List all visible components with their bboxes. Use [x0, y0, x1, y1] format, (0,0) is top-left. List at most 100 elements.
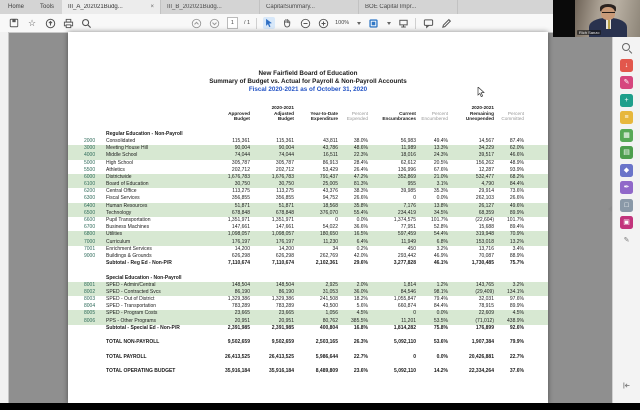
toolbar: ☆ 1 / 1 100%: [0, 14, 640, 33]
table-row: 5500 Athletics 202,712 202,712 53,429 26.4% 13…: [84, 166, 524, 173]
table-row: 6800 Utilities 1,098,057 1,098,057 180,650 16…: [68, 231, 548, 239]
zoom-out-icon[interactable]: [299, 17, 311, 29]
table-row: 8006 PPS - Other Programs 20,951 20,951 80,7…: [68, 317, 548, 325]
table-row: 8003 SPED - Out of District 1,329,386 1,329…: [84, 296, 524, 303]
column-header: Year-to-Date Expenditure: [310, 110, 338, 122]
more-tools-icon[interactable]: ✎: [623, 236, 630, 244]
column-header: Approved Budget: [228, 110, 250, 122]
table-row: 6000 Districtwide 1,676,783 1,676,783 791,43…: [68, 173, 548, 182]
tab-label: BOE Capital Impr...: [365, 4, 417, 10]
screen-letterbox: [0, 403, 640, 410]
document-tab-0[interactable]: III_A_202021Budg... ×: [62, 0, 162, 14]
share-icon[interactable]: [44, 17, 56, 29]
column-header: Percent Committed: [501, 110, 524, 122]
section-header-row: Special Education - Non-Payroll: [106, 274, 182, 281]
document-title: New Fairfield Board of Education Summary…: [68, 70, 548, 94]
left-panel-rail[interactable]: [0, 32, 9, 403]
find-icon[interactable]: [80, 17, 92, 29]
send-review-icon[interactable]: ▣: [620, 216, 633, 229]
save-icon[interactable]: [8, 17, 20, 29]
menu-home[interactable]: Home: [8, 4, 25, 10]
mouse-cursor: [477, 84, 485, 102]
export-pdf-icon[interactable]: ↓: [620, 58, 633, 72]
total-row: TOTAL PAYROLL 26,413,525 26,413,525 5,986,6…: [106, 353, 524, 360]
column-header: 2020-2021 Adjusted Budget: [271, 105, 294, 122]
comment-bubble-icon[interactable]: [422, 17, 434, 29]
previous-page-icon[interactable]: [191, 17, 203, 29]
collapse-panel-icon[interactable]: [608, 206, 612, 212]
table-row: 7001 Enrichment Services 14,200 14,200 34 0.2…: [84, 245, 524, 252]
table-row: 8002 SPED - Contracted Svcs 86,190 86,190 31…: [68, 288, 548, 297]
table-row: 2000 Consolidated 115,361 115,361 43,811 38.0…: [84, 137, 524, 144]
table-row: 4000 Middle School 74,044 74,044 16,511 22.3%…: [68, 152, 548, 160]
glasses: [601, 11, 615, 16]
tools-sidebar: ↓ ✎ + ≡ ▦ ▤ ◆ ✒ □ ▣ ✎: [612, 32, 640, 403]
search-icon[interactable]: [620, 41, 633, 54]
fill-sign-icon[interactable]: ✒: [620, 181, 633, 194]
page-number-input[interactable]: 1: [226, 17, 238, 29]
webcam-overlay[interactable]: Rich Sanzo: [553, 0, 640, 37]
title-line-3: Fiscal 2020-2021 as of October 31, 2020: [248, 86, 368, 93]
hand-tool-icon[interactable]: [281, 17, 293, 29]
zoom-in-icon[interactable]: [317, 17, 329, 29]
column-header: 2020-2021 Remaining Unexpended: [465, 105, 494, 122]
organize-pages-icon[interactable]: ▤: [620, 146, 633, 159]
title-line-1: New Fairfield Board of Education: [258, 70, 358, 77]
comment-icon[interactable]: ≡: [620, 111, 633, 124]
tab-close-icon[interactable]: ×: [150, 4, 155, 10]
prepare-form-icon[interactable]: □: [620, 198, 633, 212]
table-row: 7000 Curriculum 176,197 176,197 11,230 6.4% 11…: [68, 238, 548, 246]
title-line-2: Summary of Budget vs. Actual for Payroll…: [209, 78, 407, 85]
tab-label: III_A_202021Budg...: [68, 4, 123, 10]
select-tool-icon[interactable]: [263, 17, 276, 29]
table-row: 8001 SPED - Admin/Central 148,504 148,504 2,…: [68, 281, 548, 289]
document-tabs: III_A_202021Budg... × III_B_202021Budg... C…: [62, 0, 459, 14]
star-icon[interactable]: ☆: [27, 18, 37, 28]
column-header: Percent Encumbered: [421, 110, 448, 122]
pdf-page: New Fairfield Board of Education Summary…: [68, 32, 548, 403]
combine-files-icon[interactable]: ▦: [620, 128, 633, 142]
section-header-row: Regular Education - Non-Payroll: [106, 130, 183, 137]
column-header: Percent Expended: [346, 110, 368, 122]
table-row: 6200 Central Office 113,275 113,275 43,376 38…: [84, 188, 524, 195]
menu-tools[interactable]: Tools: [40, 4, 55, 10]
table-row: 8004 SPED - Transportation 783,289 783,289 4…: [84, 303, 524, 310]
table-row: 5000 High School 305,787 305,787 86,913 28.4%…: [84, 159, 524, 166]
zoom-level-dropdown[interactable]: 100%: [335, 20, 350, 26]
next-page-icon[interactable]: [209, 17, 221, 29]
document-tab-2[interactable]: CapitalSummary...: [260, 0, 360, 14]
table-row: 6100 Board of Education 30,750 30,750 25,005…: [68, 181, 548, 189]
tab-bar: Home Tools III_A_202021Budg... × III_B_202…: [0, 0, 640, 15]
total-row: TOTAL OPERATING BUDGET 35,916,184 35,916,1…: [106, 367, 524, 374]
table-row: 6300 Fiscal Services 356,855 356,855 94,752 2…: [84, 195, 524, 202]
subtotal-row: Subtotal - Reg Ed - Non-P/R 7,110,674 7,11…: [106, 260, 524, 267]
document-tab-1[interactable]: III_B_202021Budg...: [161, 0, 261, 14]
create-pdf-icon[interactable]: +: [620, 93, 633, 107]
tab-label: III_B_202021Budg...: [167, 4, 222, 10]
subtotal-row: Subtotal - Special Ed - Non-P/R 2,391,985…: [106, 324, 524, 331]
participant-name-label: Rich Sanzo: [577, 30, 602, 35]
table-row: 6700 Business Machines 147,661 147,661 54,02…: [84, 224, 524, 231]
print-icon[interactable]: [62, 17, 74, 29]
table-row: 3000 Meeting House Hill 90,004 90,004 43,786…: [68, 145, 548, 153]
budget-table: Regular Education - Non-Payroll 2000 Conso…: [68, 131, 548, 383]
tab-label: CapitalSummary...: [266, 4, 315, 10]
pencil-icon[interactable]: [440, 17, 452, 29]
table-header: Approved Budget 2020-2021 Adjusted Budget…: [68, 105, 548, 122]
table-row: 6400 Human Resources 51,871 51,871 18,568 35.…: [68, 202, 548, 210]
page-count-label: / 1: [243, 20, 251, 26]
table-row: 6500 Technology 678,848 678,848 376,070 55.4%…: [68, 209, 548, 218]
protect-icon[interactable]: ◆: [620, 163, 633, 177]
total-row: TOTAL NON-PAYROLL 9,502,659 9,502,659 2,503…: [106, 339, 524, 346]
edit-pdf-icon[interactable]: ✎: [620, 76, 633, 89]
expand-panel-icon[interactable]: [622, 377, 631, 395]
table-row: 6600 Pupil Transportation 1,351,971 1,351,9…: [84, 217, 524, 224]
page-fit-caret-icon[interactable]: [387, 21, 392, 25]
zoom-caret-icon[interactable]: [357, 21, 362, 25]
read-mode-icon[interactable]: [397, 17, 409, 29]
column-header: Current Encumbrances: [382, 110, 416, 122]
document-tab-3[interactable]: BOE Capital Impr...: [359, 0, 459, 14]
table-row: 8005 SPED - Program Costs 23,665 23,665 1,05…: [68, 310, 548, 318]
page-fit-dropdown[interactable]: [367, 17, 379, 29]
